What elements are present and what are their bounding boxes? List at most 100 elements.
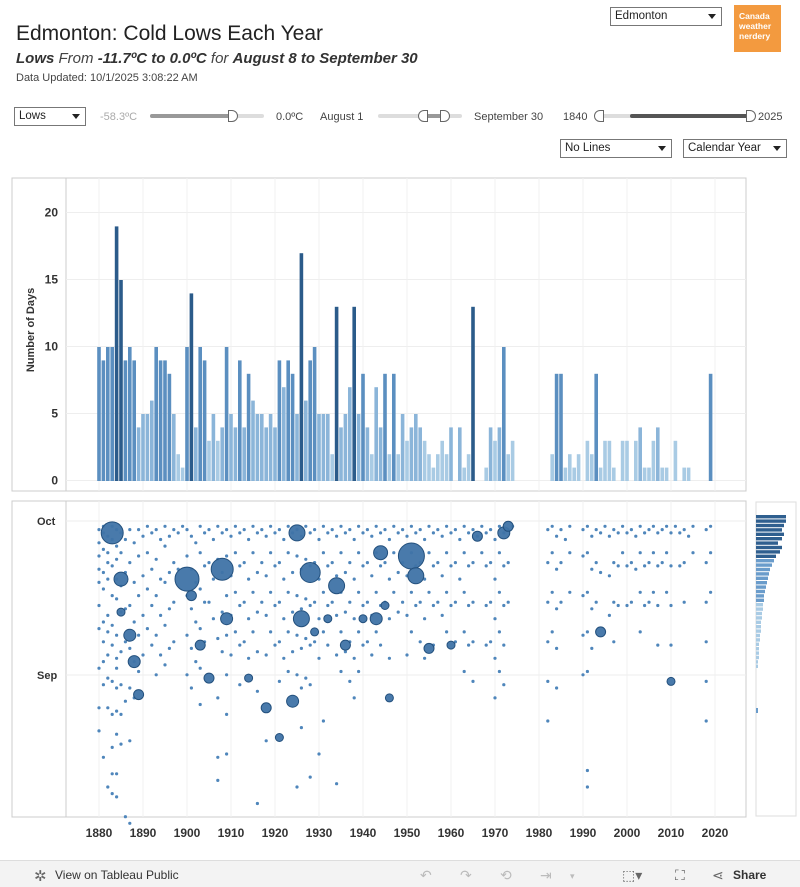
data-point[interactable]	[471, 679, 475, 683]
year-slider-start-handle[interactable]	[594, 110, 604, 122]
data-point[interactable]	[365, 640, 369, 644]
data-point[interactable]	[497, 590, 501, 594]
data-point[interactable]	[647, 561, 651, 565]
data-point[interactable]	[682, 528, 686, 532]
data-point[interactable]	[638, 630, 642, 634]
data-point[interactable]	[431, 531, 435, 535]
bar[interactable]	[119, 280, 123, 481]
data-point[interactable]	[137, 633, 141, 637]
date-slider-start-handle[interactable]	[418, 110, 428, 122]
data-point[interactable]	[106, 577, 110, 581]
data-point[interactable]	[242, 600, 246, 604]
data-point[interactable]	[335, 782, 339, 786]
data-point[interactable]	[550, 524, 554, 528]
data-point[interactable]	[291, 610, 295, 614]
data-point-large[interactable]	[286, 694, 300, 708]
data-point[interactable]	[555, 686, 559, 690]
data-point[interactable]	[709, 524, 713, 528]
data-point[interactable]	[396, 531, 400, 535]
data-point[interactable]	[467, 603, 471, 608]
data-point[interactable]	[335, 613, 339, 617]
data-point-large[interactable]	[292, 610, 310, 628]
data-point[interactable]	[282, 656, 286, 660]
data-point[interactable]	[357, 669, 361, 674]
data-point[interactable]	[189, 607, 193, 611]
data-point[interactable]	[106, 561, 110, 565]
data-point[interactable]	[651, 524, 656, 528]
bar[interactable]	[568, 454, 572, 481]
data-point[interactable]	[159, 613, 163, 617]
data-point[interactable]	[643, 564, 647, 568]
data-point[interactable]	[330, 600, 334, 604]
data-point[interactable]	[291, 570, 295, 575]
data-point[interactable]	[282, 617, 286, 621]
data-point[interactable]	[625, 564, 629, 568]
data-point[interactable]	[242, 528, 246, 532]
data-point[interactable]	[467, 564, 471, 568]
data-point[interactable]	[352, 656, 356, 660]
temp-slider-handle[interactable]	[228, 110, 238, 122]
city-dropdown[interactable]: Edmonton	[610, 7, 722, 26]
data-point-large[interactable]	[185, 590, 197, 602]
data-point[interactable]	[594, 600, 598, 604]
data-point[interactable]	[629, 600, 634, 604]
data-point[interactable]	[172, 640, 176, 644]
bar[interactable]	[625, 440, 629, 481]
data-point[interactable]	[665, 590, 669, 594]
bar[interactable]	[110, 347, 114, 481]
data-point[interactable]	[97, 666, 101, 670]
data-point[interactable]	[673, 524, 678, 528]
data-point[interactable]	[480, 524, 484, 528]
data-point[interactable]	[154, 594, 158, 598]
bar[interactable]	[708, 373, 713, 481]
data-point[interactable]	[304, 636, 308, 641]
data-point[interactable]	[348, 561, 352, 565]
data-point[interactable]	[352, 617, 356, 621]
data-point[interactable]	[119, 551, 123, 555]
data-point[interactable]	[273, 564, 277, 568]
data-point[interactable]	[704, 640, 708, 644]
data-point[interactable]	[264, 534, 268, 538]
data-point[interactable]	[414, 531, 418, 535]
data-point[interactable]	[629, 528, 634, 532]
bar[interactable]	[436, 454, 440, 481]
data-point[interactable]	[590, 646, 594, 650]
data-point[interactable]	[462, 669, 466, 674]
data-point[interactable]	[110, 643, 114, 647]
data-point[interactable]	[568, 524, 572, 528]
data-point[interactable]	[555, 607, 559, 611]
data-point[interactable]	[251, 590, 255, 594]
data-point[interactable]	[704, 561, 708, 565]
data-point[interactable]	[198, 551, 202, 555]
data-point[interactable]	[343, 531, 347, 535]
data-point[interactable]	[308, 531, 312, 535]
bar[interactable]	[387, 454, 392, 481]
bar[interactable]	[572, 467, 576, 481]
bar[interactable]	[392, 373, 396, 481]
data-point[interactable]	[185, 528, 189, 532]
data-point[interactable]	[216, 778, 220, 782]
data-point[interactable]	[145, 524, 149, 528]
data-point[interactable]	[647, 600, 651, 604]
data-point[interactable]	[304, 524, 308, 528]
data-point[interactable]	[467, 531, 471, 535]
bar[interactable]	[176, 454, 180, 481]
data-point[interactable]	[559, 600, 563, 604]
data-point[interactable]	[264, 574, 268, 578]
data-point[interactable]	[418, 600, 422, 604]
data-point[interactable]	[436, 600, 440, 604]
data-point[interactable]	[458, 577, 462, 581]
data-point[interactable]	[242, 640, 246, 644]
data-point[interactable]	[260, 561, 264, 565]
data-point[interactable]	[440, 574, 444, 578]
data-point[interactable]	[238, 531, 242, 535]
data-point[interactable]	[621, 551, 625, 555]
data-point[interactable]	[660, 561, 664, 565]
data-point-large[interactable]	[299, 562, 321, 583]
data-point[interactable]	[665, 524, 669, 528]
data-point[interactable]	[198, 587, 202, 591]
data-point-large[interactable]	[174, 566, 200, 592]
data-point[interactable]	[150, 531, 154, 535]
data-point[interactable]	[181, 524, 185, 528]
data-point[interactable]	[141, 574, 145, 578]
